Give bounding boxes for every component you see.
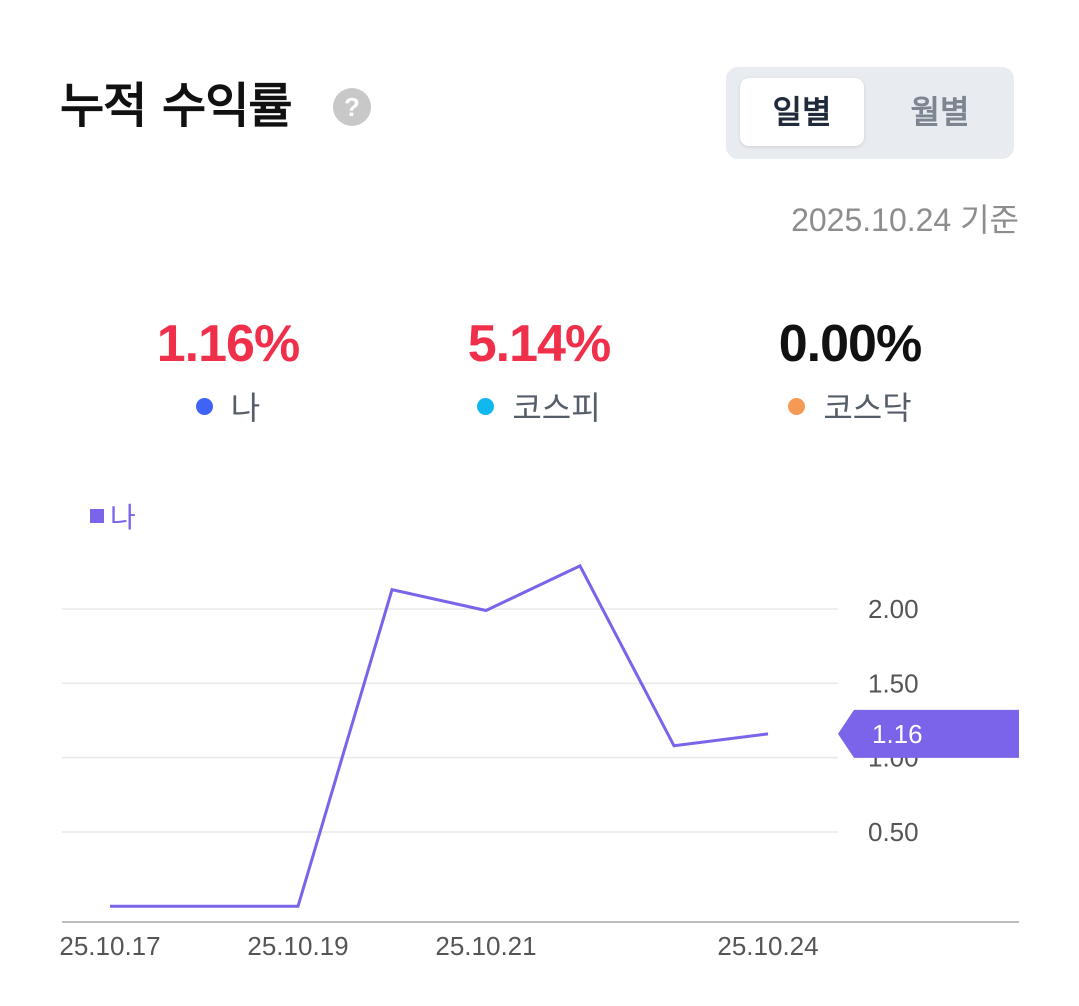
y-tick-label: 2.00 bbox=[868, 594, 919, 624]
summary-value: 1.16% bbox=[156, 315, 300, 373]
page-title: 누적 수익률 bbox=[60, 78, 293, 134]
summary-mine: 1.16% 나 bbox=[78, 310, 378, 430]
legend-dot-icon bbox=[788, 397, 806, 415]
y-tick-label: 1.50 bbox=[868, 668, 919, 698]
current-value-label: 1.16 bbox=[872, 719, 923, 749]
as-of-date-value: 2025.10.24 bbox=[791, 202, 952, 238]
as-of-date: 2025.10.24 기준 bbox=[791, 198, 1019, 242]
summary-label-text: 코스피 bbox=[512, 389, 601, 427]
x-tick-label: 25.10.24 bbox=[717, 931, 818, 961]
summary-label: 코스닥 bbox=[700, 386, 1000, 430]
current-value-marker bbox=[838, 709, 1019, 758]
summary-label-text: 코스닥 bbox=[823, 389, 912, 427]
summary-label: 나 bbox=[78, 386, 378, 430]
x-tick-label: 25.10.17 bbox=[59, 931, 160, 961]
x-tick-label: 25.10.19 bbox=[247, 931, 348, 961]
period-toggle: 일별 월별 bbox=[726, 67, 1014, 159]
summary-label-text: 나 bbox=[230, 389, 261, 427]
legend-dot-icon bbox=[477, 397, 495, 415]
as-of-suffix: 기준 bbox=[960, 201, 1019, 239]
series-line bbox=[110, 563, 769, 908]
legend-label: 나 bbox=[110, 501, 136, 534]
y-tick-label: 0.50 bbox=[868, 817, 919, 847]
summary-kosdaq: 0.00% 코스닥 bbox=[700, 310, 1000, 430]
summary-label: 코스피 bbox=[389, 386, 689, 430]
chart-legend: 나 bbox=[90, 500, 136, 536]
x-tick-label: 25.10.21 bbox=[435, 931, 536, 961]
summary-value: 5.14% bbox=[467, 315, 611, 373]
summary-value: 0.00% bbox=[778, 315, 922, 373]
legend-square-icon bbox=[90, 509, 104, 523]
help-icon[interactable]: ? bbox=[333, 88, 371, 126]
toggle-daily[interactable]: 일별 bbox=[740, 78, 864, 146]
summary-kospi: 5.14% 코스피 bbox=[389, 310, 689, 430]
legend-dot-icon bbox=[195, 397, 213, 415]
toggle-monthly[interactable]: 월별 bbox=[910, 93, 970, 131]
